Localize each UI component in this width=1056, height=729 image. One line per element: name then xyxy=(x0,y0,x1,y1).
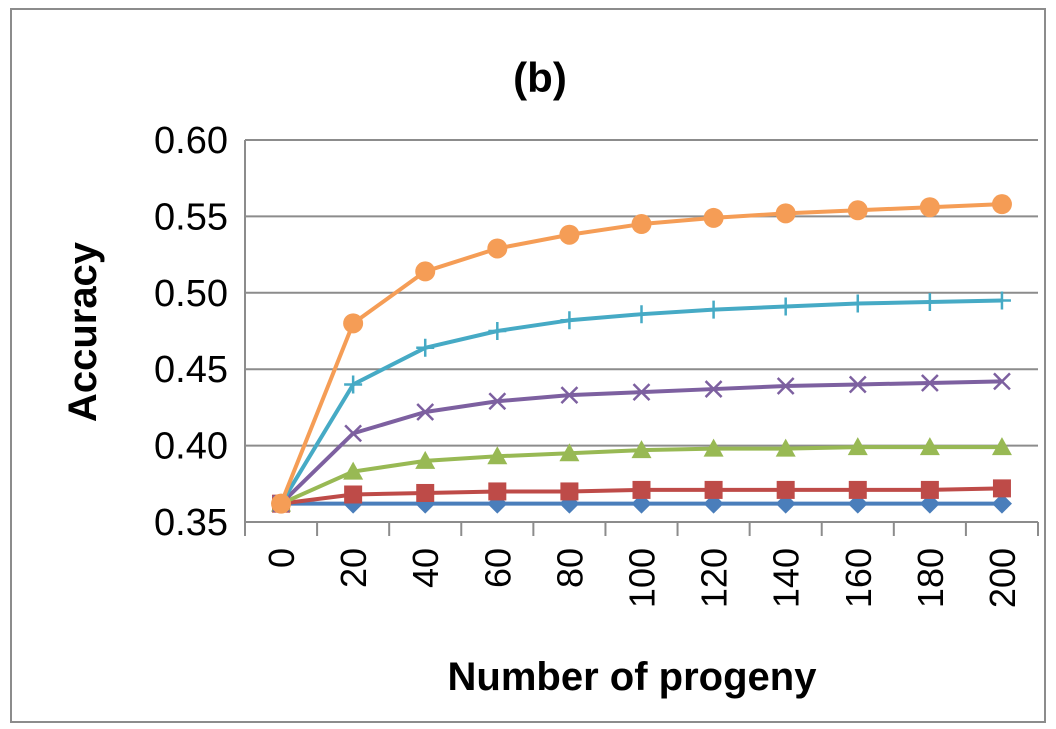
y-tick-labels: 0.35 0.40 0.45 0.50 0.55 0.60 xyxy=(154,120,228,544)
data-point xyxy=(776,377,795,395)
x-tick-labels: 0 20 40 60 80 100 120 140 160 180 200 xyxy=(261,548,1023,608)
chart-frame xyxy=(10,8,1046,723)
data-point xyxy=(919,437,940,456)
data-point xyxy=(776,297,795,316)
x-tick-label: 200 xyxy=(982,548,1023,608)
data-point xyxy=(416,338,435,357)
data-point xyxy=(488,482,507,501)
data-point xyxy=(560,482,579,501)
y-tick-label: 0.60 xyxy=(154,120,228,162)
data-point xyxy=(704,300,723,319)
x-tick-label: 40 xyxy=(405,548,446,588)
x-tick-label: 160 xyxy=(838,548,879,608)
data-point xyxy=(632,480,651,499)
data-point xyxy=(703,438,724,457)
data-point xyxy=(488,322,507,340)
axes xyxy=(244,140,1039,536)
data-point xyxy=(991,194,1012,215)
data-point xyxy=(416,403,435,421)
data-point xyxy=(271,493,292,514)
x-tick-label: 180 xyxy=(910,548,951,608)
data-point xyxy=(343,313,364,334)
data-point xyxy=(415,450,436,469)
data-point xyxy=(991,493,1012,514)
data-point xyxy=(631,214,652,235)
y-axis-label: Accuracy xyxy=(61,241,105,422)
data-point xyxy=(848,375,867,394)
data-point xyxy=(559,443,580,462)
data-point xyxy=(487,446,508,465)
data-point xyxy=(632,383,651,402)
data-point xyxy=(992,291,1011,310)
data-point xyxy=(919,197,940,218)
data-point xyxy=(344,424,363,443)
data-point xyxy=(848,480,867,499)
data-point xyxy=(703,207,724,228)
data-point xyxy=(920,292,939,311)
data-point xyxy=(993,372,1011,391)
y-tick-label: 0.35 xyxy=(154,502,228,544)
data-point xyxy=(704,480,723,499)
data-point xyxy=(560,386,579,405)
data-point xyxy=(847,437,868,456)
y-tick-label: 0.55 xyxy=(154,196,228,238)
data-point xyxy=(343,461,364,480)
data-point xyxy=(776,480,795,499)
x-tick-label: 20 xyxy=(333,548,374,588)
data-point xyxy=(631,440,652,459)
series-plus xyxy=(272,291,1011,513)
series-line xyxy=(279,202,1003,505)
data-point xyxy=(920,480,939,499)
series-group xyxy=(271,194,1012,514)
data-point xyxy=(704,380,723,398)
data-point xyxy=(775,203,796,224)
series-circle xyxy=(271,194,1012,514)
x-tick-label: 100 xyxy=(622,548,663,608)
data-point xyxy=(416,483,435,502)
y-tick-label: 0.40 xyxy=(154,426,228,468)
data-point xyxy=(487,238,508,259)
series-line xyxy=(279,298,1002,505)
data-point xyxy=(920,374,939,392)
data-point xyxy=(991,437,1012,456)
data-point xyxy=(559,224,580,245)
data-point xyxy=(847,200,868,221)
chart-title: (b) xyxy=(513,54,567,101)
x-axis-label: Number of progeny xyxy=(448,655,818,699)
data-point xyxy=(488,392,507,411)
data-point xyxy=(415,261,436,282)
gridlines xyxy=(245,139,1038,447)
data-point xyxy=(848,294,867,313)
data-point xyxy=(775,438,796,457)
data-point xyxy=(632,305,651,324)
x-tick-label: 80 xyxy=(549,548,590,588)
data-point xyxy=(344,485,363,504)
data-point xyxy=(560,311,579,330)
y-tick-label: 0.50 xyxy=(154,273,228,315)
x-tick-label: 0 xyxy=(261,548,302,568)
y-tick-label: 0.45 xyxy=(154,349,228,391)
x-tick-label: 60 xyxy=(477,548,518,588)
data-point xyxy=(344,375,363,394)
series-triangle xyxy=(271,437,1012,512)
x-tick-label: 120 xyxy=(694,548,735,608)
x-tick-label: 140 xyxy=(766,548,807,608)
data-point xyxy=(992,479,1011,498)
